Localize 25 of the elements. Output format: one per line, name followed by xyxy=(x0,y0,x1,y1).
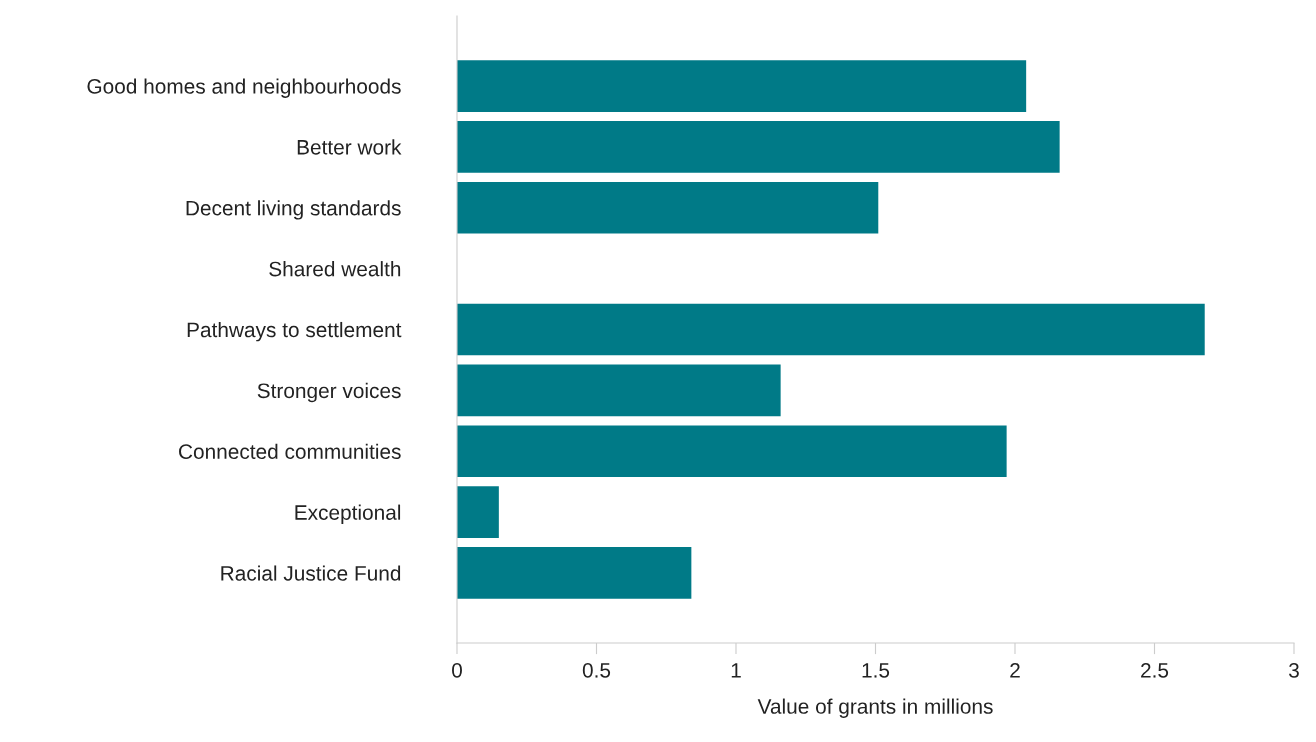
x-tick-label: 3 xyxy=(1289,662,1299,678)
x-tick-label: 0 xyxy=(452,662,462,678)
x-tick-label: 1.5 xyxy=(862,663,890,678)
x-tick-label: 2.5 xyxy=(1141,662,1169,678)
bar xyxy=(457,121,1060,173)
bar xyxy=(457,425,1007,478)
x-tick-label: 1 xyxy=(731,663,741,678)
y-tick-label: Pathways to settlement xyxy=(187,321,402,342)
x-tick-label: 2 xyxy=(1010,662,1020,678)
bar xyxy=(457,547,692,599)
bar xyxy=(457,486,499,538)
y-tick-label: Better work xyxy=(297,139,402,155)
y-tick-label: Decent living standards xyxy=(186,200,401,220)
bar xyxy=(457,181,879,234)
y-tick-label: Stronger voices xyxy=(257,382,401,403)
x-axis-title: Value of grants in millions xyxy=(757,698,993,718)
x-tick-label: 0.5 xyxy=(582,662,611,678)
y-tick-label: Exceptional xyxy=(295,504,401,524)
y-tick-label: Shared wealth xyxy=(269,261,401,277)
y-tick-label: Connected communities xyxy=(179,443,401,459)
y-tick-label: Good homes and neighbourhoods xyxy=(87,78,401,98)
bar xyxy=(457,303,1205,356)
bar xyxy=(457,364,781,417)
y-tick-label: Racial Justice Fund xyxy=(221,565,401,581)
bar xyxy=(457,60,1027,112)
